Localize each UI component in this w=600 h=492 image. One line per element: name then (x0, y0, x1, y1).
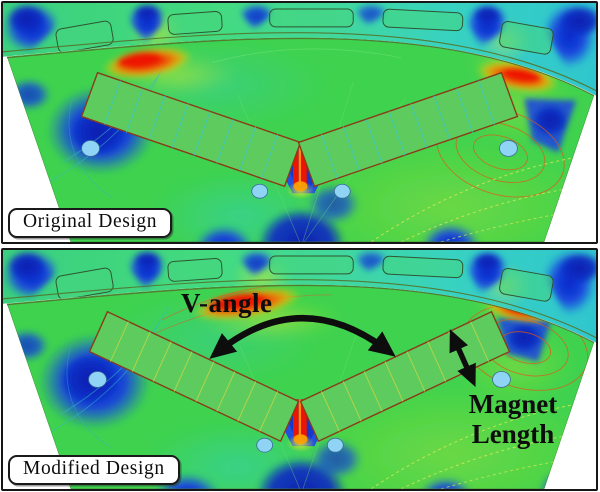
panel-modified-design: V-angle Magnet Length Modified Design (1, 248, 598, 491)
design-label-modified: Modified Design (8, 455, 180, 485)
barrier-end-caps (81, 140, 518, 199)
air-gap (3, 279, 596, 344)
barrier-end-caps (88, 371, 511, 453)
annotation-arrows (209, 315, 476, 387)
air-gap (3, 32, 596, 97)
magnet-length-annotation: Magnet Length (468, 389, 558, 450)
stator-original (3, 3, 596, 96)
flux-contours (38, 48, 595, 242)
panel-original-design: Original Design (1, 1, 598, 244)
fea-plot-modified (3, 250, 596, 489)
stator-slots (3, 3, 596, 69)
design-label-original: Original Design (8, 208, 173, 238)
v-angle-annotation: V-angle (181, 288, 273, 318)
stator-slots (3, 250, 596, 316)
left-magnet (88, 310, 300, 443)
fea-plot-original (3, 3, 596, 242)
v-angle-arrow-icon (209, 315, 396, 359)
stator-tooth-tips (55, 255, 554, 302)
right-magnet (297, 71, 519, 188)
stator-tooth-tips (55, 8, 554, 55)
magnet-length-arrow-icon (449, 329, 476, 387)
stator-modified (3, 250, 596, 343)
left-magnet (80, 71, 302, 188)
